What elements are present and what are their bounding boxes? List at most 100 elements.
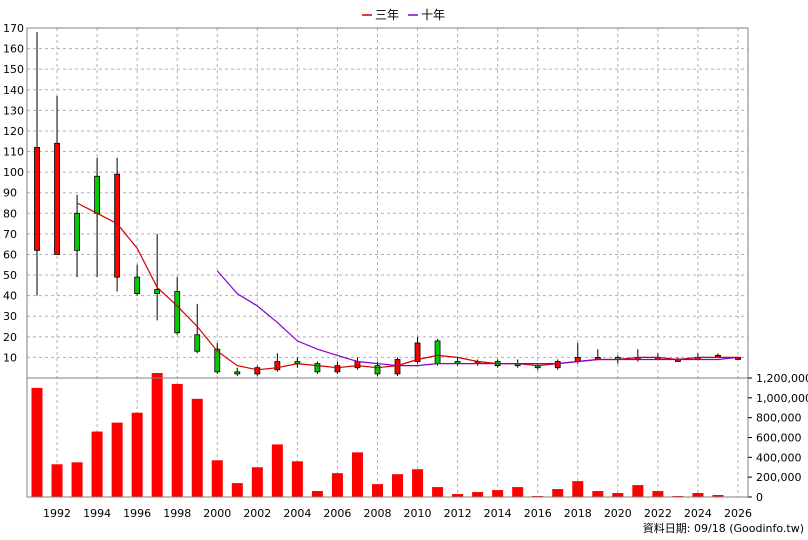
year-tick-label: 2022 <box>644 507 672 520</box>
candle-body <box>414 342 421 362</box>
volume-tick-label: 0 <box>756 491 763 504</box>
candle-body <box>374 365 381 375</box>
price-tick-label: 80 <box>3 207 17 220</box>
candle-body <box>254 367 261 375</box>
price-tick-label: 40 <box>3 290 17 303</box>
volume-bar <box>452 494 464 497</box>
candle-body <box>74 212 80 251</box>
candle-body <box>114 173 121 278</box>
volume-bar <box>472 492 484 497</box>
year-tick-label: 1998 <box>163 507 191 520</box>
volume-bar <box>51 464 63 497</box>
year-tick-label: 2012 <box>444 507 472 520</box>
year-tick-label: 2018 <box>564 507 592 520</box>
candles <box>34 32 741 376</box>
volume-tick-label: 200,000 <box>756 471 802 484</box>
year-tick-label: 2006 <box>323 507 351 520</box>
volume-bar <box>191 398 203 497</box>
price-tick-label: 90 <box>3 187 17 200</box>
volume-bar <box>612 493 624 497</box>
volume-bar <box>572 481 584 497</box>
year-tick-label: 2024 <box>684 507 712 520</box>
ma3-line <box>76 202 738 371</box>
year-tick-label: 2026 <box>724 507 752 520</box>
price-tick-label: 60 <box>3 248 17 261</box>
candle-body <box>394 359 401 375</box>
volume-bar <box>592 491 604 497</box>
volume-tick-label: 600,000 <box>756 432 802 445</box>
volume-bar <box>692 493 704 497</box>
volume-bar <box>311 491 323 497</box>
volume-bar <box>91 431 103 497</box>
source-footer: 資料日期: 09/18 (Goodinfo.tw) <box>643 521 804 535</box>
volume-bar <box>652 491 664 497</box>
year-tick-label: 2014 <box>484 507 512 520</box>
year-tick-label: 2008 <box>363 507 391 520</box>
volume-bar <box>211 460 223 497</box>
candle-body <box>354 361 361 369</box>
candle-body <box>554 361 561 369</box>
price-tick-label: 30 <box>3 310 17 323</box>
candle-body <box>234 371 241 375</box>
price-tick-label: 10 <box>3 351 17 364</box>
price-tick-label: 20 <box>3 331 17 344</box>
year-tick-label: 2004 <box>283 507 311 520</box>
candle-body <box>154 289 161 294</box>
candle-body <box>94 175 100 214</box>
price-tick-label: 50 <box>3 269 17 282</box>
candle-body <box>274 361 281 371</box>
year-tick-label: 2000 <box>203 507 231 520</box>
volume-tick-label: 800,000 <box>756 412 802 425</box>
legend: 三年 十年 <box>362 8 445 22</box>
price-tick-label: 70 <box>3 228 17 241</box>
year-tick-label: 2020 <box>604 507 632 520</box>
candle-body <box>194 334 201 352</box>
price-tick-label: 100 <box>3 166 24 179</box>
volume-bar <box>31 387 43 497</box>
price-tick-label: 160 <box>3 43 24 56</box>
volume-bars <box>31 373 744 497</box>
volume-bar <box>111 422 123 497</box>
volume-tick-label: 400,000 <box>756 451 802 464</box>
volume-bar <box>392 474 404 497</box>
year-tick-label: 1994 <box>83 507 111 520</box>
volume-bar <box>251 467 263 497</box>
volume-bar <box>351 452 363 497</box>
volume-bar <box>432 487 444 497</box>
volume-tick-label: 1,200,000 <box>756 372 808 385</box>
volume-bar <box>371 484 383 497</box>
candle-body <box>174 291 181 334</box>
year-tick-label: 1992 <box>43 507 71 520</box>
price-tick-label: 130 <box>3 104 24 117</box>
price-tick-label: 140 <box>3 84 24 97</box>
price-tick-label: 120 <box>3 125 24 138</box>
volume-bar <box>231 483 243 497</box>
candle-body <box>54 142 60 255</box>
year-tick-label: 2010 <box>404 507 432 520</box>
volume-bar <box>151 373 163 497</box>
candle-body <box>214 348 221 373</box>
candle-body <box>434 340 441 364</box>
volume-bar <box>412 469 424 497</box>
price-panel-frame <box>26 27 749 379</box>
legend-label-ma3: 三年 <box>375 8 399 22</box>
candle-body <box>314 363 321 373</box>
volume-bar <box>71 462 83 497</box>
candle-body <box>334 365 341 373</box>
volume-tick-label: 1,000,000 <box>756 392 808 405</box>
year-tick-label: 1996 <box>123 507 151 520</box>
volume-bar <box>331 473 343 497</box>
volume-bar <box>632 485 644 497</box>
volume-bar <box>512 487 524 497</box>
ma10-line <box>216 270 739 367</box>
candle-body <box>134 276 141 294</box>
price-tick-label: 110 <box>3 146 24 159</box>
volume-bar <box>131 412 143 497</box>
candle-body <box>34 147 40 251</box>
year-tick-label: 2002 <box>243 507 271 520</box>
legend-label-ma10: 十年 <box>421 8 445 22</box>
moving-averages <box>76 202 739 371</box>
volume-bar <box>291 461 303 497</box>
